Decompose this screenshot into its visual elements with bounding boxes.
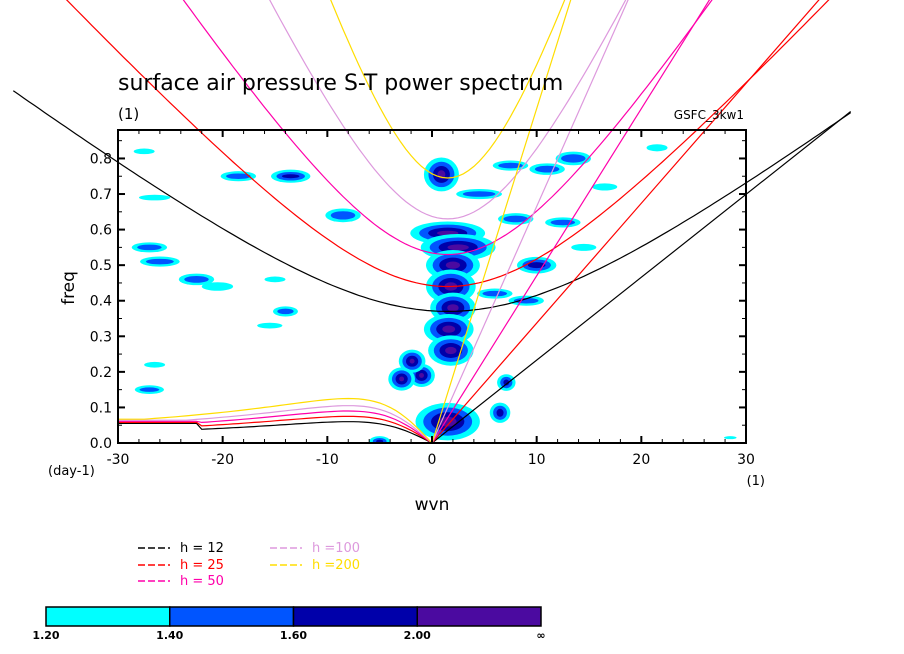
colorbar-label: 1.60	[280, 629, 307, 642]
contour-level-2	[503, 379, 510, 386]
contour-level-1	[330, 211, 356, 220]
legend-label: h = 25	[180, 558, 224, 573]
contour-level-3	[447, 304, 459, 312]
kelvin-curve-h12	[431, 111, 852, 444]
y-tick-label: 0.8	[90, 151, 112, 167]
contour-level-1	[139, 387, 160, 392]
spectrum-contours	[131, 144, 737, 443]
contour-level-2	[496, 408, 504, 417]
legend-label: h =200	[312, 558, 360, 573]
colorbar-swatch	[169, 606, 295, 627]
contour-level-1	[534, 165, 560, 173]
contour-level-3	[447, 244, 469, 251]
ig-curve-h100	[269, 0, 627, 220]
x-tick-label: 0	[428, 452, 437, 468]
contour-level-3	[419, 373, 425, 378]
contour-level-3	[445, 261, 461, 269]
rossby-curve-h200	[118, 397, 433, 444]
contour-level-0	[571, 243, 597, 251]
rossby-curve-h25	[118, 415, 433, 444]
y-tick-label: 0.4	[90, 294, 112, 310]
x-axis-units: (1)	[747, 474, 765, 489]
contour-level-0	[646, 144, 668, 152]
legend-item: h =200	[270, 558, 360, 573]
x-tick-label: -10	[316, 452, 339, 468]
legend-item: h = 12	[138, 541, 224, 556]
dispersion-curves	[12, 0, 852, 444]
y-tick-label: 0.6	[90, 223, 112, 239]
x-tick-label: -30	[107, 452, 130, 468]
contour-level-0	[201, 282, 234, 291]
contour-level-1	[482, 290, 508, 297]
contour-level-1	[462, 191, 496, 197]
colorbar-label: 2.00	[404, 629, 431, 642]
legend-item: h =100	[270, 541, 360, 556]
colorbar-label: ∞	[536, 629, 545, 642]
x-tick-label: 20	[632, 452, 650, 468]
contour-level-1	[503, 215, 528, 223]
y-axis-label: freq	[59, 271, 79, 305]
x-tick-label: -20	[211, 452, 234, 468]
legend-label: h = 12	[180, 541, 224, 556]
axis-ticks: -30 -20 -10 0 10 20 30 0.0 0.1 0.2 0.3 0.4 0.5 0.6 0.7…	[90, 130, 755, 468]
rossby-curve-h100	[118, 405, 433, 444]
ig-curve-h200	[330, 0, 566, 179]
contour-level-3	[442, 325, 456, 333]
x-tick-label: 10	[528, 452, 546, 468]
contour-level-1	[137, 244, 162, 251]
contour-level-0	[257, 322, 283, 329]
kelvin-curve-h100	[431, 0, 629, 444]
rossby-curve-h12	[118, 421, 433, 444]
kelvin-curve-h50	[431, 0, 711, 444]
x-tick-label: 30	[737, 452, 755, 468]
y-tick-label: 0.3	[90, 329, 112, 345]
rossby-curve-h50	[118, 410, 433, 444]
contour-level-2	[527, 262, 546, 269]
ig-curve-h12	[12, 90, 852, 313]
contour-level-0	[144, 361, 166, 368]
ig-curve-h50	[182, 0, 713, 256]
contour-level-2	[281, 174, 300, 179]
contour-level-1	[277, 308, 294, 315]
contour-level-3	[445, 346, 457, 355]
colorbar-label: 1.40	[156, 629, 183, 642]
colorbar-swatch	[416, 606, 542, 627]
colorbar-swatch	[45, 606, 171, 627]
colorbar-label: 1.20	[32, 629, 59, 642]
kelvin-curve-h200	[431, 0, 572, 444]
legend: h = 12 h = 25h = 50 h =100 h =200	[138, 541, 360, 589]
contour-level-0	[724, 436, 737, 440]
kelvin-curve-h25	[431, 0, 820, 444]
y-tick-label: 0.0	[90, 436, 112, 452]
contour-level-0	[133, 148, 155, 155]
contour-level-0	[138, 194, 171, 201]
y-tick-label: 0.5	[90, 258, 112, 274]
contour-level-3	[399, 376, 405, 382]
y-tick-label: 0.1	[90, 400, 112, 416]
contour-level-1	[145, 258, 174, 265]
contour-level-2	[376, 439, 384, 443]
y-tick-label: 0.7	[90, 187, 112, 203]
contour-level-0	[264, 276, 286, 283]
legend-label: h =100	[312, 541, 360, 556]
contour-level-1	[184, 276, 209, 283]
contour-level-1	[498, 162, 523, 169]
colorbar: 1.20 1.40 1.60 2.00 ∞	[32, 606, 546, 642]
x-axis-label: wvn	[415, 495, 450, 515]
legend-item: h = 25	[138, 558, 224, 573]
legend-item: h = 50	[138, 574, 224, 589]
y-axis-units: (day-1)	[48, 464, 95, 479]
contour-level-0	[592, 183, 618, 191]
contour-level-1	[226, 173, 251, 180]
chart-title: surface air pressure S-T power spectrum	[118, 71, 563, 96]
annotation-label: GSFC_3kw1	[674, 108, 744, 122]
y-tick-label: 0.2	[90, 365, 112, 381]
legend-label: h = 50	[180, 574, 224, 589]
chart-subtitle: (1)	[118, 105, 139, 123]
contour-level-3	[409, 358, 415, 364]
colorbar-swatch	[292, 606, 418, 627]
ig-curve-h25	[65, 0, 830, 288]
contour-level-1	[561, 154, 586, 163]
